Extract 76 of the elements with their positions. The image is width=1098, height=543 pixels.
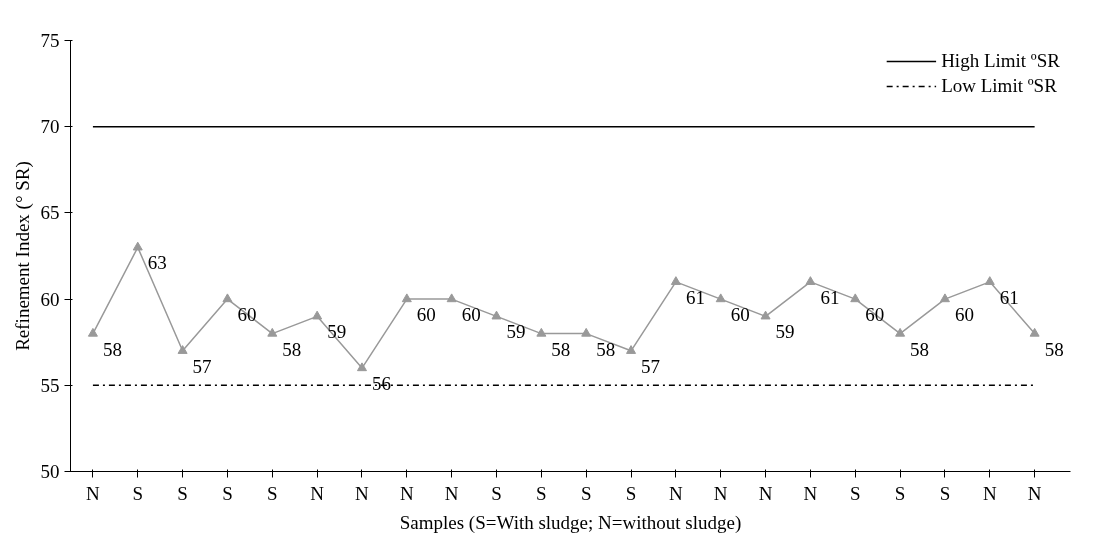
point: [267, 327, 278, 337]
x-tick-label: N: [310, 482, 325, 504]
x-tick-label: N: [86, 482, 101, 504]
point: [356, 362, 367, 372]
x-tick-label: S: [536, 482, 547, 504]
data-label: 58: [551, 338, 571, 360]
data-label: 60: [237, 304, 257, 326]
data-label: 56: [371, 373, 391, 395]
legend-label: Low Limit ºSR: [941, 75, 1057, 97]
data-label: 60: [416, 304, 436, 326]
data-label: 60: [954, 304, 974, 326]
data-label: 58: [596, 338, 616, 360]
y-tick-label: 65: [40, 202, 60, 224]
point: [805, 276, 816, 285]
x-tick-label: S: [625, 482, 637, 504]
point: [626, 345, 637, 354]
x-tick-label: N: [355, 482, 370, 504]
x-tick-label: S: [580, 482, 592, 504]
point: [222, 293, 233, 303]
data-label: 59: [775, 321, 795, 343]
x-tick-label: N: [444, 482, 459, 504]
point: [446, 293, 457, 303]
point: [177, 345, 188, 354]
x-tick-label: S: [491, 482, 502, 504]
x-axis-title: Samples (S=With sludge; N=without sludge): [399, 511, 742, 534]
point: [87, 327, 98, 337]
x-tick-label: N: [1027, 482, 1042, 504]
point: [491, 310, 502, 320]
x-tick-label: N: [982, 482, 997, 504]
point: [850, 293, 861, 303]
point: [536, 327, 547, 337]
point: [312, 310, 323, 320]
data-label: 60: [730, 304, 750, 326]
x-tick-label: S: [222, 482, 233, 504]
y-tick-label: 75: [40, 30, 60, 51]
y-tick-label: 55: [40, 374, 60, 396]
y-tick-label: 70: [40, 116, 60, 138]
point: [715, 293, 726, 303]
data-label: 60: [865, 304, 885, 326]
data-label: 58: [282, 338, 302, 360]
point: [1029, 327, 1040, 337]
x-tick-label: S: [132, 482, 144, 504]
data-label: 58: [1044, 338, 1064, 360]
y-tick-label: 50: [40, 461, 60, 482]
x-tick-label: S: [894, 482, 906, 504]
x-tick-label: N: [713, 482, 728, 504]
data-label: 58: [102, 338, 122, 360]
point: [581, 327, 592, 337]
data-label: 61: [685, 286, 705, 308]
x-tick-label: N: [669, 482, 684, 504]
data-label: 57: [641, 355, 661, 377]
data-label: 59: [506, 321, 526, 343]
y-axis-title: Refinement Index (° SR): [11, 161, 34, 351]
data-label: 61: [999, 286, 1019, 308]
data-label: 60: [461, 304, 481, 326]
data-label: 57: [192, 355, 212, 377]
x-tick-label: N: [758, 482, 773, 504]
point: [984, 276, 995, 285]
legend-label: High Limit ºSR: [941, 50, 1060, 72]
data-label: 59: [327, 321, 347, 343]
x-tick-label: S: [267, 482, 278, 504]
point: [670, 276, 681, 285]
data-label: 58: [910, 338, 930, 360]
data-label: 61: [820, 286, 840, 308]
point: [895, 327, 906, 337]
point: [939, 293, 950, 303]
data-label: 63: [147, 252, 167, 274]
x-tick-label: S: [939, 482, 951, 504]
x-tick-label: N: [399, 482, 414, 504]
x-tick-label: S: [849, 482, 861, 504]
x-tick-label: N: [803, 482, 818, 504]
x-tick-label: S: [177, 482, 188, 504]
point: [760, 310, 771, 320]
y-tick-label: 60: [40, 288, 60, 310]
point: [132, 241, 143, 251]
point: [401, 293, 412, 303]
